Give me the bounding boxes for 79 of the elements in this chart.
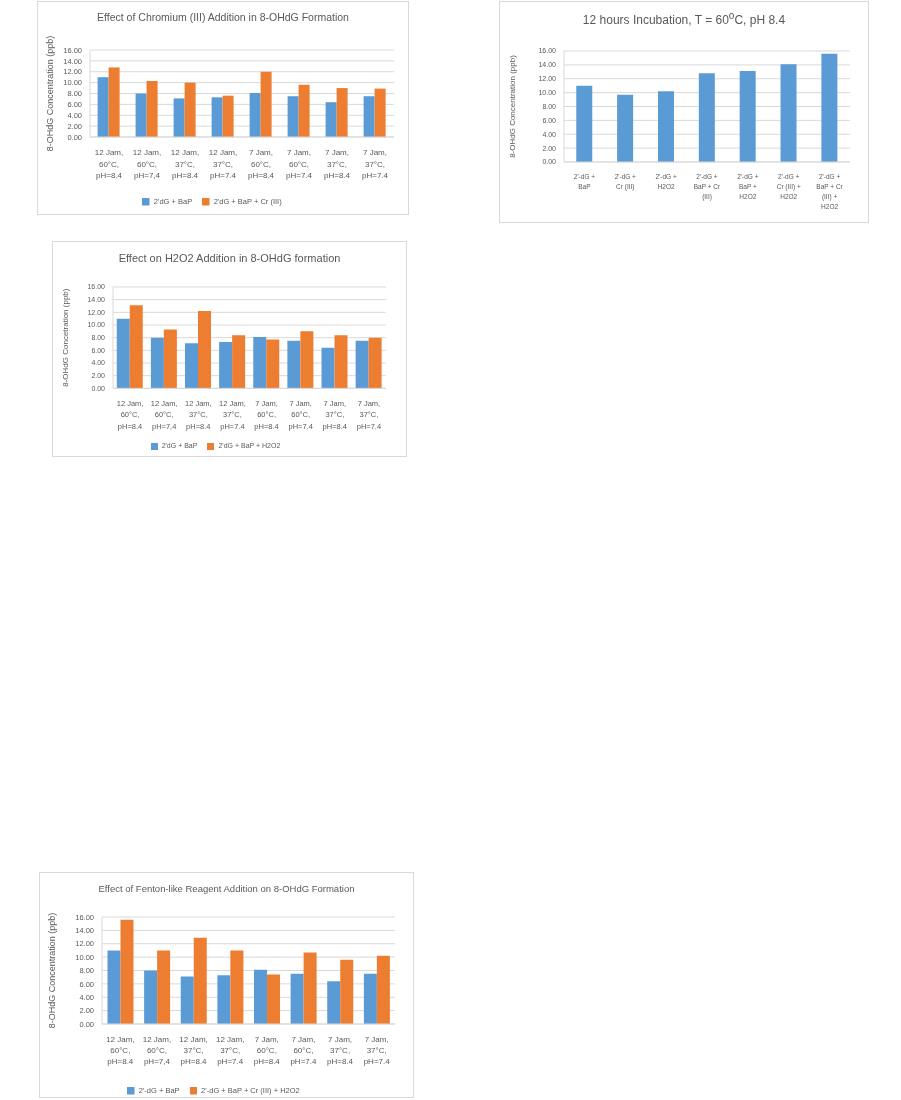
bar — [198, 311, 211, 389]
bar — [266, 974, 280, 1024]
bar — [253, 337, 267, 389]
x-tick-label: 7 Jam, 60°C, pH=8.4 — [247, 148, 275, 180]
x-tick-label: 7 Jam, 37°C, pH=8.4 — [323, 148, 351, 180]
bar — [298, 84, 310, 137]
bar — [219, 342, 233, 389]
bar — [780, 64, 797, 162]
bar — [217, 975, 231, 1024]
x-tick-label: 7 Jam, 37°C, pH=7.4 — [363, 1035, 391, 1066]
bar — [222, 95, 234, 137]
chart-title: Effect of Chromium (III) Addition in 8-OHdG Formation — [97, 11, 349, 23]
bar — [180, 976, 194, 1024]
bar — [120, 919, 134, 1024]
bar — [144, 970, 158, 1024]
bar — [739, 71, 756, 162]
x-tick-label: 12 Jam, 60°C, pH=7,4 — [142, 1035, 172, 1066]
bar — [150, 337, 164, 389]
bar — [374, 88, 386, 137]
chart-title: Effect on H2O2 Addition in 8-OHdG formation — [118, 252, 341, 264]
x-tick-label: 12 Jam, 37°C, pH=8.4 — [170, 148, 200, 180]
bar — [129, 305, 143, 389]
bar — [321, 347, 335, 389]
x-tick-label: 12 Jam, 37°C, pH=7.4 — [215, 1035, 245, 1066]
bar — [230, 950, 244, 1024]
bar — [821, 53, 838, 162]
bar — [193, 937, 207, 1024]
bar — [340, 959, 354, 1024]
y-axis-title: 8-OHdG Concentration (ppb) — [47, 912, 58, 1029]
bar — [184, 82, 196, 137]
bar — [303, 952, 317, 1024]
bar — [146, 80, 158, 137]
bar — [108, 67, 120, 137]
bar — [249, 92, 261, 137]
x-tick-label: 12 Jam, 60°C, pH=8.4 — [94, 148, 124, 180]
bar — [368, 337, 382, 389]
bar — [253, 969, 267, 1024]
bar — [290, 973, 304, 1024]
bar — [157, 950, 171, 1024]
bar — [107, 950, 121, 1024]
x-tick-label: 12 Jam, 60°C, pH=7,4 — [132, 148, 162, 180]
x-tick-label: 7 Jam, 60°C, pH=8.4 — [253, 1035, 281, 1066]
bar — [376, 955, 390, 1024]
chart-title: 12 hours Incubation, T = 60$^{o}$C, pH 8.4 — [582, 9, 786, 27]
y-axis-title: 8-OHdG Concentration (ppb) — [45, 35, 56, 152]
x-tick-label: 12 Jam, 60°C, pH=8.4 — [106, 1035, 135, 1066]
bar — [116, 318, 130, 389]
bar — [287, 96, 299, 137]
bar — [327, 981, 341, 1024]
bar — [698, 73, 715, 162]
x-tick-label: 7 Jam, 37°C, pH=7.4 — [361, 148, 389, 180]
x-tick-label: 7 Jam, 60°C, pH=7.4 — [285, 148, 313, 180]
bar — [617, 94, 634, 162]
bar — [135, 93, 147, 137]
bar — [97, 77, 109, 137]
y-axis-title: 8-OHdG Concentration (ppb) — [507, 54, 517, 158]
x-tick-label: 12 Jam, 37°C, pH=7.4 — [208, 148, 238, 180]
bar — [185, 343, 198, 389]
bar — [363, 96, 375, 137]
bar — [287, 340, 301, 389]
bar — [173, 98, 185, 137]
x-tick-label: 7 Jam, 37°C, pH=8.4 — [327, 1035, 354, 1066]
y-axis-title: 8-OHdG Concetration (ppb) — [60, 288, 70, 387]
bar — [657, 91, 674, 162]
chart-title: Effect of Fenton-like Reagent Addition on 8-OHdG Formation — [98, 882, 355, 894]
bar — [266, 339, 280, 389]
x-tick-label: 12 Jam, 37°C, pH=8.4 — [179, 1035, 208, 1066]
bar — [211, 97, 223, 137]
bar — [336, 88, 348, 137]
bar — [334, 335, 348, 389]
bar — [363, 973, 377, 1024]
bar — [325, 102, 337, 137]
bar — [355, 340, 369, 389]
bar — [163, 329, 177, 389]
bar — [576, 85, 593, 162]
x-tick-label: 7 Jam, 60°C, pH=7.4 — [290, 1035, 317, 1066]
bar — [232, 335, 246, 389]
bar — [300, 331, 314, 389]
bar — [260, 71, 272, 137]
